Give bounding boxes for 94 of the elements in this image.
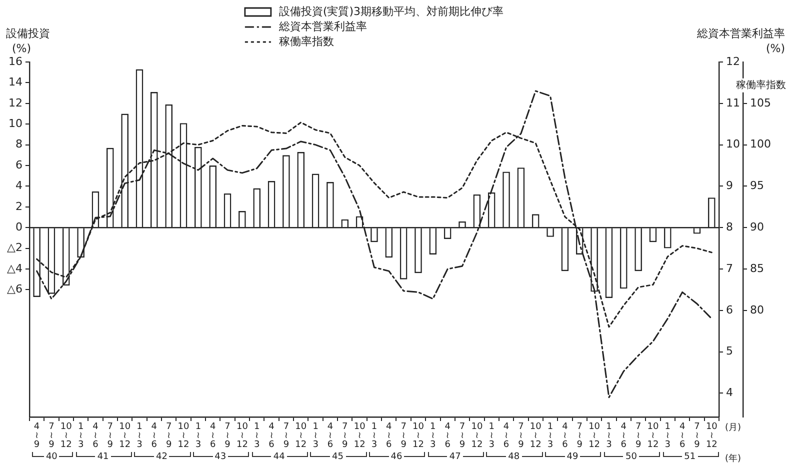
y-tick-label: 10 <box>8 116 22 130</box>
x-tick-label: 7 ≀ 9 <box>166 422 172 450</box>
x-tick-label: 7 ≀ 9 <box>518 422 524 450</box>
x-tick-label: 7 ≀ 9 <box>400 422 407 450</box>
text: 45 <box>330 452 346 462</box>
x-tick-label: 4 ≀ 6 <box>92 422 99 450</box>
x-tick-label: 1 ≀ 3 <box>488 422 494 450</box>
y2-tick-label: 5 <box>726 344 734 358</box>
y-tick-label: △4 <box>6 262 22 275</box>
x-tick-label: 7 ≀ 9 <box>342 422 348 450</box>
y-tick-label: 14 <box>8 76 22 89</box>
legend-label: 設備投資(実質)3期移動平均、対前期比伸び率 <box>278 4 504 18</box>
x-tick-label: 1 ≀ 3 <box>606 422 612 450</box>
x-tick-label: 10 ≀ 12 <box>295 422 307 450</box>
x-tick-label: 7 ≀ 9 <box>694 422 700 450</box>
y2-tick-label: 12 <box>726 54 740 68</box>
x-tick-label: 7 ≀ 9 <box>224 422 231 450</box>
y2-tick-label: 6 <box>726 303 734 316</box>
text: 49 <box>564 452 580 462</box>
x-tick-label: 7 ≀ 9 <box>107 422 114 450</box>
text: (月) <box>723 423 744 433</box>
x-tick-label: 4 ≀ 6 <box>562 422 568 450</box>
x-tick-label: 4 ≀ 9 <box>34 422 40 450</box>
text: 41 <box>95 452 111 462</box>
y-tick-label: 16 <box>8 54 22 68</box>
x-tick-label: 1 ≀ 3 <box>254 422 260 450</box>
x-tick-label: 4 ≀ 6 <box>327 422 334 450</box>
y2-tick-label: 8 <box>726 220 734 234</box>
y-tick-label: 2 <box>15 200 22 213</box>
x-tick-label: 1 ≀ 3 <box>664 422 671 450</box>
x-tick-label: 10 ≀ 12 <box>471 422 483 450</box>
legend-label: 総資本営業利益率 <box>278 20 367 33</box>
y2-tick-label: 4 <box>726 386 734 400</box>
y2-axis-title: 総資本営業利益率 (%) <box>696 26 785 55</box>
y3-axis-title: 稼働率指数 <box>736 78 786 91</box>
x-tick-label: 4 ≀ 6 <box>386 422 392 450</box>
x-tick-label: 10 ≀ 12 <box>530 422 542 450</box>
x-tick-label: 10 ≀ 12 <box>412 422 424 450</box>
x-tick-label: 1 ≀ 3 <box>78 422 84 450</box>
x-tick-label: 4 ≀ 6 <box>620 422 627 450</box>
y-tick-label: 4 <box>15 179 22 192</box>
x-tick-label: 10 ≀ 12 <box>706 422 718 450</box>
x-tick-label: 4 ≀ 6 <box>503 422 510 450</box>
text: 43 <box>212 452 228 462</box>
x-tick-label: 7 ≀ 9 <box>635 422 642 450</box>
y3-tick-label: 95 <box>750 179 764 192</box>
x-tick-label: 7 ≀ 9 <box>576 422 583 450</box>
y3-tick-label: 85 <box>750 262 764 275</box>
y2-tick-label: 11 <box>726 96 740 110</box>
x-tick-label: 10 ≀ 12 <box>647 422 659 450</box>
x-tick-label: 4 ≀ 6 <box>679 422 686 450</box>
text: 40 <box>44 452 60 462</box>
y2-tick-label: 10 <box>726 138 740 151</box>
y2-tick-label: 9 <box>726 179 734 192</box>
x-tick-label: 1 ≀ 3 <box>136 422 142 450</box>
x-tick-label: 7 ≀ 9 <box>459 422 466 450</box>
y-axis-title: 設備投資 (%) <box>6 26 50 55</box>
x-tick-label: 4 ≀ 6 <box>444 422 451 450</box>
x-tick-label: 10 ≀ 12 <box>178 422 190 450</box>
text: 50 <box>623 452 639 462</box>
y2-tick-label: 7 <box>726 262 734 275</box>
x-tick-label: 4 ≀ 6 <box>268 422 275 450</box>
x-tick-label: 1 ≀ 3 <box>371 422 378 450</box>
x-tick-label: 4 ≀ 6 <box>210 422 216 450</box>
y3-tick-label: 80 <box>750 303 764 316</box>
y-tick-label: 0 <box>15 220 22 234</box>
x-tick-label: 10 ≀ 12 <box>60 422 72 450</box>
text: (年) <box>723 454 744 464</box>
legend-label: 稼働率指数 <box>278 34 334 48</box>
text: 44 <box>271 452 287 462</box>
y-tick-label: △2 <box>6 241 22 254</box>
y-tick-label: 6 <box>15 158 22 172</box>
text: 48 <box>506 452 522 462</box>
y3-tick-label: 100 <box>750 138 772 151</box>
x-tick-label: 1 ≀ 3 <box>312 422 318 450</box>
x-tick-label: 7 ≀ 9 <box>283 422 290 450</box>
x-tick-label: 10 ≀ 12 <box>236 422 248 450</box>
x-tick-label: 10 ≀ 12 <box>119 422 131 450</box>
y3-tick-label: 90 <box>750 220 764 234</box>
y3-tick-label: 105 <box>750 96 772 110</box>
text: 46 <box>388 452 404 462</box>
x-tick-label: 1 ≀ 3 <box>430 422 436 450</box>
x-tick-label: 10 ≀ 12 <box>588 422 600 450</box>
y-tick-label: 12 <box>8 96 22 110</box>
x-tick-label: 4 ≀ 6 <box>151 422 158 450</box>
text: 47 <box>447 452 463 462</box>
y-tick-label: 8 <box>15 138 22 151</box>
y-tick-label: △6 <box>6 282 22 296</box>
x-tick-label: 10 ≀ 12 <box>354 422 366 450</box>
x-tick-label: 1 ≀ 3 <box>547 422 554 450</box>
x-tick-label: 1 ≀ 3 <box>195 422 202 450</box>
text: 42 <box>154 452 170 462</box>
x-tick-label: 7 ≀ 9 <box>48 422 55 450</box>
text: 51 <box>682 452 698 462</box>
